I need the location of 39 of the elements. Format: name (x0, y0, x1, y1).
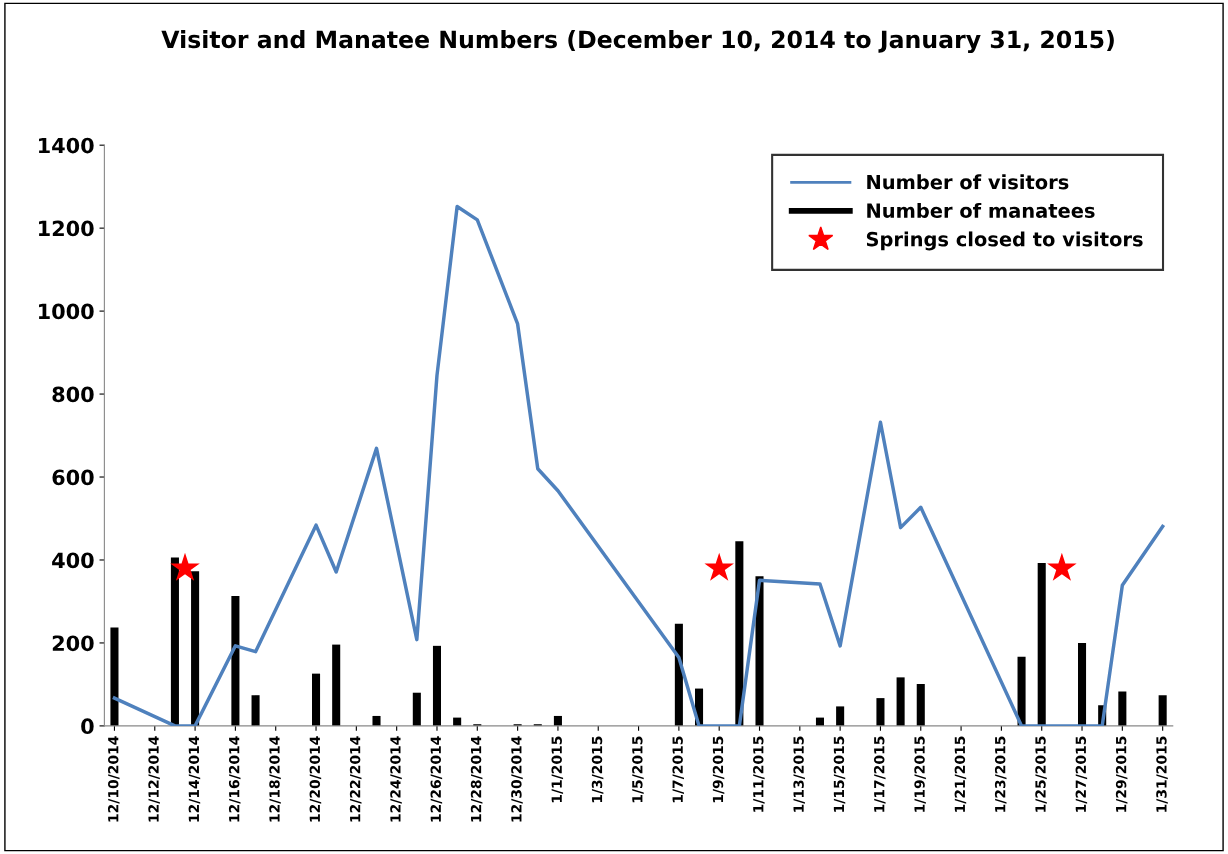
x-tick-label: 1/5/2015 (632, 736, 644, 803)
x-tick-label: 1/15/2015 (833, 736, 846, 812)
y-tick-label: 0 (81, 718, 94, 735)
chart-title: Visitor and Manatee Numbers (December 10, 2014 to January 31, 2015) (161, 30, 1114, 54)
y-tick-label: 1000 (39, 303, 94, 320)
x-tick-label: 1/25/2015 (1035, 736, 1047, 812)
x-tick-label: 12/14/2014 (188, 736, 201, 822)
x-tick-label: 1/3/2015 (591, 736, 604, 803)
x-tick-label: 12/16/2014 (228, 736, 241, 822)
x-tick-label: 1/17/2015 (873, 736, 886, 812)
x-tick-label: 1/23/2015 (994, 736, 1007, 812)
x-tick-label: 1/27/2015 (1075, 736, 1088, 812)
y-tick-label: 400 (52, 552, 94, 569)
x-tick-label: 12/12/2014 (148, 736, 160, 822)
x-tick-label: 12/10/2014 (107, 736, 120, 822)
x-tick-label: 1/19/2015 (914, 736, 926, 812)
x-tick-label: 1/21/2015 (954, 736, 967, 812)
y-tick-label: 600 (52, 469, 94, 486)
x-tick-label: 1/31/2015 (1156, 736, 1168, 812)
x-tick-label: 12/30/2014 (511, 736, 523, 822)
x-tick-label: 1/7/2015 (672, 736, 684, 803)
x-tick-label: 12/20/2014 (309, 736, 322, 822)
x-tick-label: 12/24/2014 (390, 736, 402, 822)
y-tick-label: 1200 (39, 220, 94, 237)
y-tick-label: 200 (52, 635, 94, 652)
x-tick-label: 1/9/2015 (712, 736, 725, 803)
x-tick-label: 12/22/2014 (349, 736, 362, 822)
x-tick-label: 1/13/2015 (793, 736, 805, 812)
legend-label: Number of manatees (867, 202, 1095, 218)
legend-label: Number of visitors (867, 174, 1069, 190)
x-tick-label: 12/28/2014 (470, 736, 483, 822)
x-tick-label: 1/11/2015 (753, 736, 765, 812)
y-tick-label: 800 (52, 386, 94, 403)
x-tick-label: 1/29/2015 (1115, 736, 1128, 812)
y-tick-label: 1400 (39, 137, 94, 154)
x-tick-label: 12/26/2014 (430, 736, 443, 822)
x-tick-label: 12/18/2014 (269, 736, 281, 822)
x-tick-label: 1/1/2015 (551, 736, 564, 803)
legend-label: Springs closed to visitors (866, 231, 1143, 251)
